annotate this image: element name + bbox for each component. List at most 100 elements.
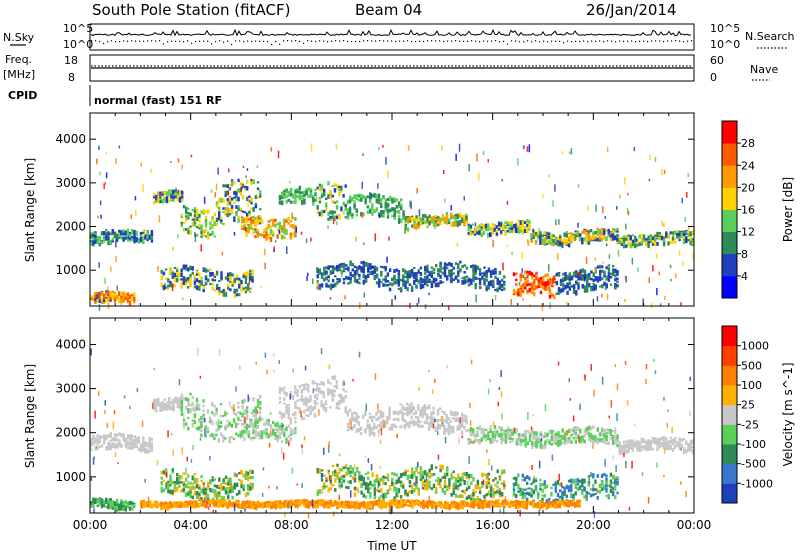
velocity-echo-cell <box>456 411 459 416</box>
velocity-echo-cell <box>131 439 134 444</box>
freq-tick-top: 18 <box>64 54 78 67</box>
velocity-echo-cell <box>178 481 181 484</box>
power-echo-cell <box>386 280 390 283</box>
power-echo-cell <box>369 271 372 275</box>
power-echo-cell <box>539 237 542 242</box>
power-echo-cell <box>301 191 304 194</box>
power-echo-cell <box>548 281 552 285</box>
nsearch-dot <box>655 40 657 42</box>
power-echo-cell <box>180 270 183 273</box>
power-echo-cell <box>289 232 293 237</box>
velocity-echo-cell <box>241 412 244 418</box>
power-speckle-cell <box>538 228 540 234</box>
velocity-echo-cell <box>162 488 166 493</box>
power-speckle-cell <box>374 233 376 242</box>
power-echo-cell <box>667 241 670 246</box>
velocity-echo-cell <box>570 433 573 437</box>
power-echo-cell <box>689 240 692 246</box>
velocity-echo-cell <box>248 397 251 401</box>
power-echo-cell <box>452 272 455 275</box>
power-echo-cell <box>377 198 381 202</box>
velocity-echo-cell <box>241 406 244 410</box>
velocity-echo-cell <box>213 484 217 488</box>
power-echo-cell <box>105 230 108 233</box>
power-echo-cell <box>539 290 543 295</box>
power-echo-cell <box>92 241 95 245</box>
power-echo-cell <box>682 233 686 238</box>
power-echo-cell <box>437 272 440 275</box>
power-echo-cell <box>598 234 602 239</box>
power-echo-cell <box>415 272 418 277</box>
power-speckle <box>96 143 695 311</box>
nsearch-dot <box>271 43 273 46</box>
velocity-echo-cell <box>353 417 356 421</box>
velocity-echo-cell <box>662 441 666 445</box>
velocity-echo-cell <box>109 439 112 442</box>
power-echo-cell <box>169 280 172 285</box>
power-echo-cell <box>645 240 648 246</box>
power-echo-cell <box>378 278 381 283</box>
nsky-trace <box>90 28 692 37</box>
velocity-echo-cell <box>338 478 341 484</box>
power-echo-cell <box>283 222 286 228</box>
power-echo-cell <box>142 231 145 234</box>
power-echo-cell <box>314 192 317 196</box>
power-echo-cell <box>182 278 185 283</box>
velocity-echo-cell <box>454 411 457 415</box>
power-speckle-cell <box>260 286 262 289</box>
velocity-echo-cell <box>691 440 695 445</box>
velocity-echo-cell <box>118 432 121 436</box>
power-echo-cell <box>452 278 455 282</box>
power-echo-cell <box>461 215 464 218</box>
velocity-echo-cell <box>432 410 435 415</box>
velocity-echo-cell <box>414 410 418 413</box>
power-echo-cell <box>259 208 262 211</box>
velocity-echo-cell <box>313 381 317 385</box>
power-echo-cell <box>592 235 595 240</box>
power-echo-cell <box>406 287 409 292</box>
power-echo-cell <box>556 236 560 241</box>
nsearch-dot <box>311 40 313 42</box>
velocity-echo-cell <box>469 427 473 432</box>
power-echo-cell <box>421 216 425 221</box>
power-echo-cell <box>607 277 611 282</box>
velocity-echo-cell <box>155 403 158 407</box>
power-echo-cell <box>570 284 574 288</box>
nsearch-dot <box>659 40 661 42</box>
velocity-echo-cell <box>449 429 453 433</box>
velocity-echo-cell <box>316 396 319 401</box>
power-echo-cell <box>213 279 217 282</box>
nsearch-dot <box>515 40 517 42</box>
velocity-echo-cell <box>224 410 227 413</box>
power-speckle-cell <box>217 167 219 175</box>
velocity-echo-cell <box>605 431 608 436</box>
power-echo-cell <box>546 273 549 277</box>
power-echo-cell <box>557 272 561 277</box>
power-echo-cell <box>220 219 223 223</box>
nsearch-dot <box>503 40 505 42</box>
velocity-echo-cell <box>603 428 606 433</box>
velocity-echo-cell <box>200 421 203 426</box>
power-echo-cell <box>548 277 552 282</box>
velocity-echo-cell <box>504 439 508 444</box>
power-echo-cell <box>323 271 326 276</box>
power-echo-cell <box>227 277 230 282</box>
velocity-echo-cell <box>611 434 615 440</box>
power-echo-cell <box>229 280 232 283</box>
power-echo-cell <box>439 274 442 279</box>
velocity-echo-cell <box>191 407 194 411</box>
velocity-echo-cell <box>500 427 503 432</box>
power-echo-cell <box>533 291 536 297</box>
velocity-echo-cell <box>327 471 330 475</box>
power-echo-cell <box>465 266 469 270</box>
power-echo-cell <box>682 236 686 240</box>
power-echo-cell <box>238 277 241 281</box>
power-echo-cell <box>472 278 475 283</box>
velocity-echo-cell <box>280 414 284 418</box>
power-echo-cell <box>320 272 324 276</box>
velocity-echo-cell <box>685 449 688 454</box>
power-echo-cell <box>360 267 363 272</box>
velocity-echo-cell <box>369 487 372 490</box>
power-echo-cell <box>413 217 416 223</box>
velocity-echo-cell <box>445 417 448 421</box>
